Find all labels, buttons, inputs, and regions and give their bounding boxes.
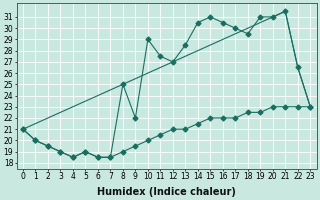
X-axis label: Humidex (Indice chaleur): Humidex (Indice chaleur): [97, 187, 236, 197]
